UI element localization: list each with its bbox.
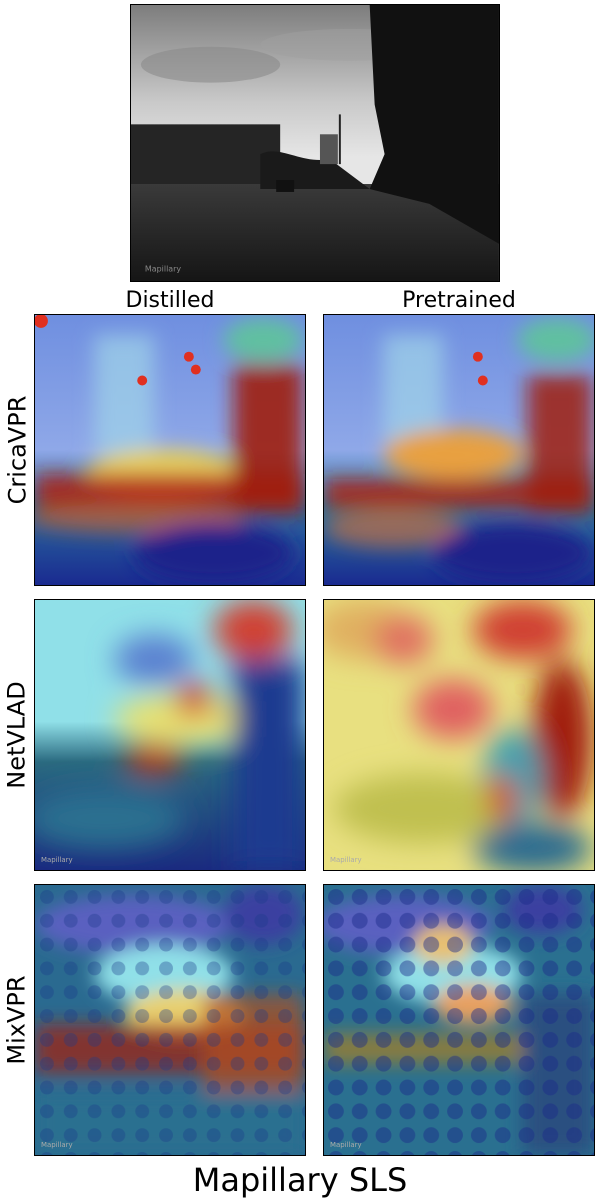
column-header-pretrained: Pretrained: [402, 288, 516, 313]
dataset-title: Mapillary SLS: [192, 1161, 408, 1199]
row-label-mixvpr: MixVPR: [3, 975, 31, 1065]
watermark: Mapillary: [330, 856, 362, 864]
column-header-distilled: Distilled: [125, 288, 215, 313]
heatmap-mixvpr-pretrained: Mapillary: [323, 884, 595, 1156]
query-image: Mapillary: [130, 4, 500, 282]
heatmap-netvlad-pretrained: Mapillary: [323, 599, 595, 871]
row-label-netvlad: NetVLAD: [3, 681, 31, 789]
watermark: Mapillary: [41, 856, 73, 864]
query-scene: Mapillary: [131, 5, 499, 281]
heatmap-cricavpr-pretrained: [323, 314, 595, 586]
svg-text:Mapillary: Mapillary: [145, 265, 181, 274]
watermark: Mapillary: [41, 1141, 73, 1149]
heatmap-netvlad-distilled: Mapillary: [34, 599, 306, 871]
watermark: Mapillary: [330, 1141, 362, 1149]
row-label-cricavpr: CricaVPR: [3, 395, 32, 505]
heatmap-cricavpr-distilled: [34, 314, 306, 586]
heatmap-mixvpr-distilled: Mapillary: [34, 884, 306, 1156]
